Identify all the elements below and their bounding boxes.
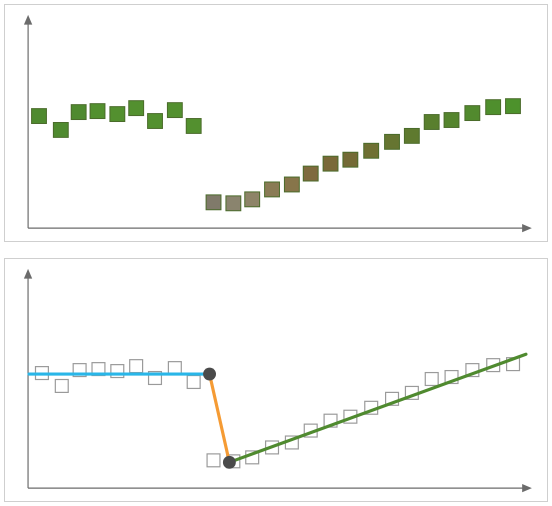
data-marker (364, 143, 379, 158)
data-marker (284, 177, 299, 192)
data-marker (323, 156, 338, 171)
data-marker-hollow (130, 360, 143, 373)
data-marker (226, 196, 241, 211)
breakpoint-knot (223, 456, 236, 469)
data-marker (148, 114, 163, 129)
data-marker (486, 100, 501, 115)
fit-line (210, 374, 230, 462)
data-marker (110, 107, 125, 122)
data-marker-hollow (425, 373, 438, 386)
data-marker (424, 115, 439, 130)
data-marker (53, 123, 68, 138)
data-marker (265, 182, 280, 197)
data-marker (167, 103, 182, 118)
data-marker (404, 128, 419, 143)
bottom-panel (4, 258, 548, 502)
data-marker (343, 152, 358, 167)
data-marker-hollow (207, 454, 220, 467)
data-marker (385, 134, 400, 149)
data-marker (506, 99, 521, 114)
data-marker (32, 109, 47, 124)
data-marker (206, 195, 221, 210)
data-marker (303, 166, 318, 181)
fit-line (229, 354, 526, 462)
top-chart (5, 5, 547, 241)
data-marker (245, 192, 260, 207)
figure-container (0, 0, 552, 506)
bottom-chart (5, 259, 547, 501)
data-marker (129, 101, 144, 116)
data-marker (90, 104, 105, 119)
data-marker (71, 105, 86, 120)
breakpoint-knot (203, 368, 216, 381)
data-marker-hollow (187, 376, 200, 389)
data-marker (186, 119, 201, 134)
data-marker-hollow (55, 380, 68, 393)
data-marker (444, 113, 459, 128)
top-panel (4, 4, 548, 242)
data-marker (465, 106, 480, 121)
